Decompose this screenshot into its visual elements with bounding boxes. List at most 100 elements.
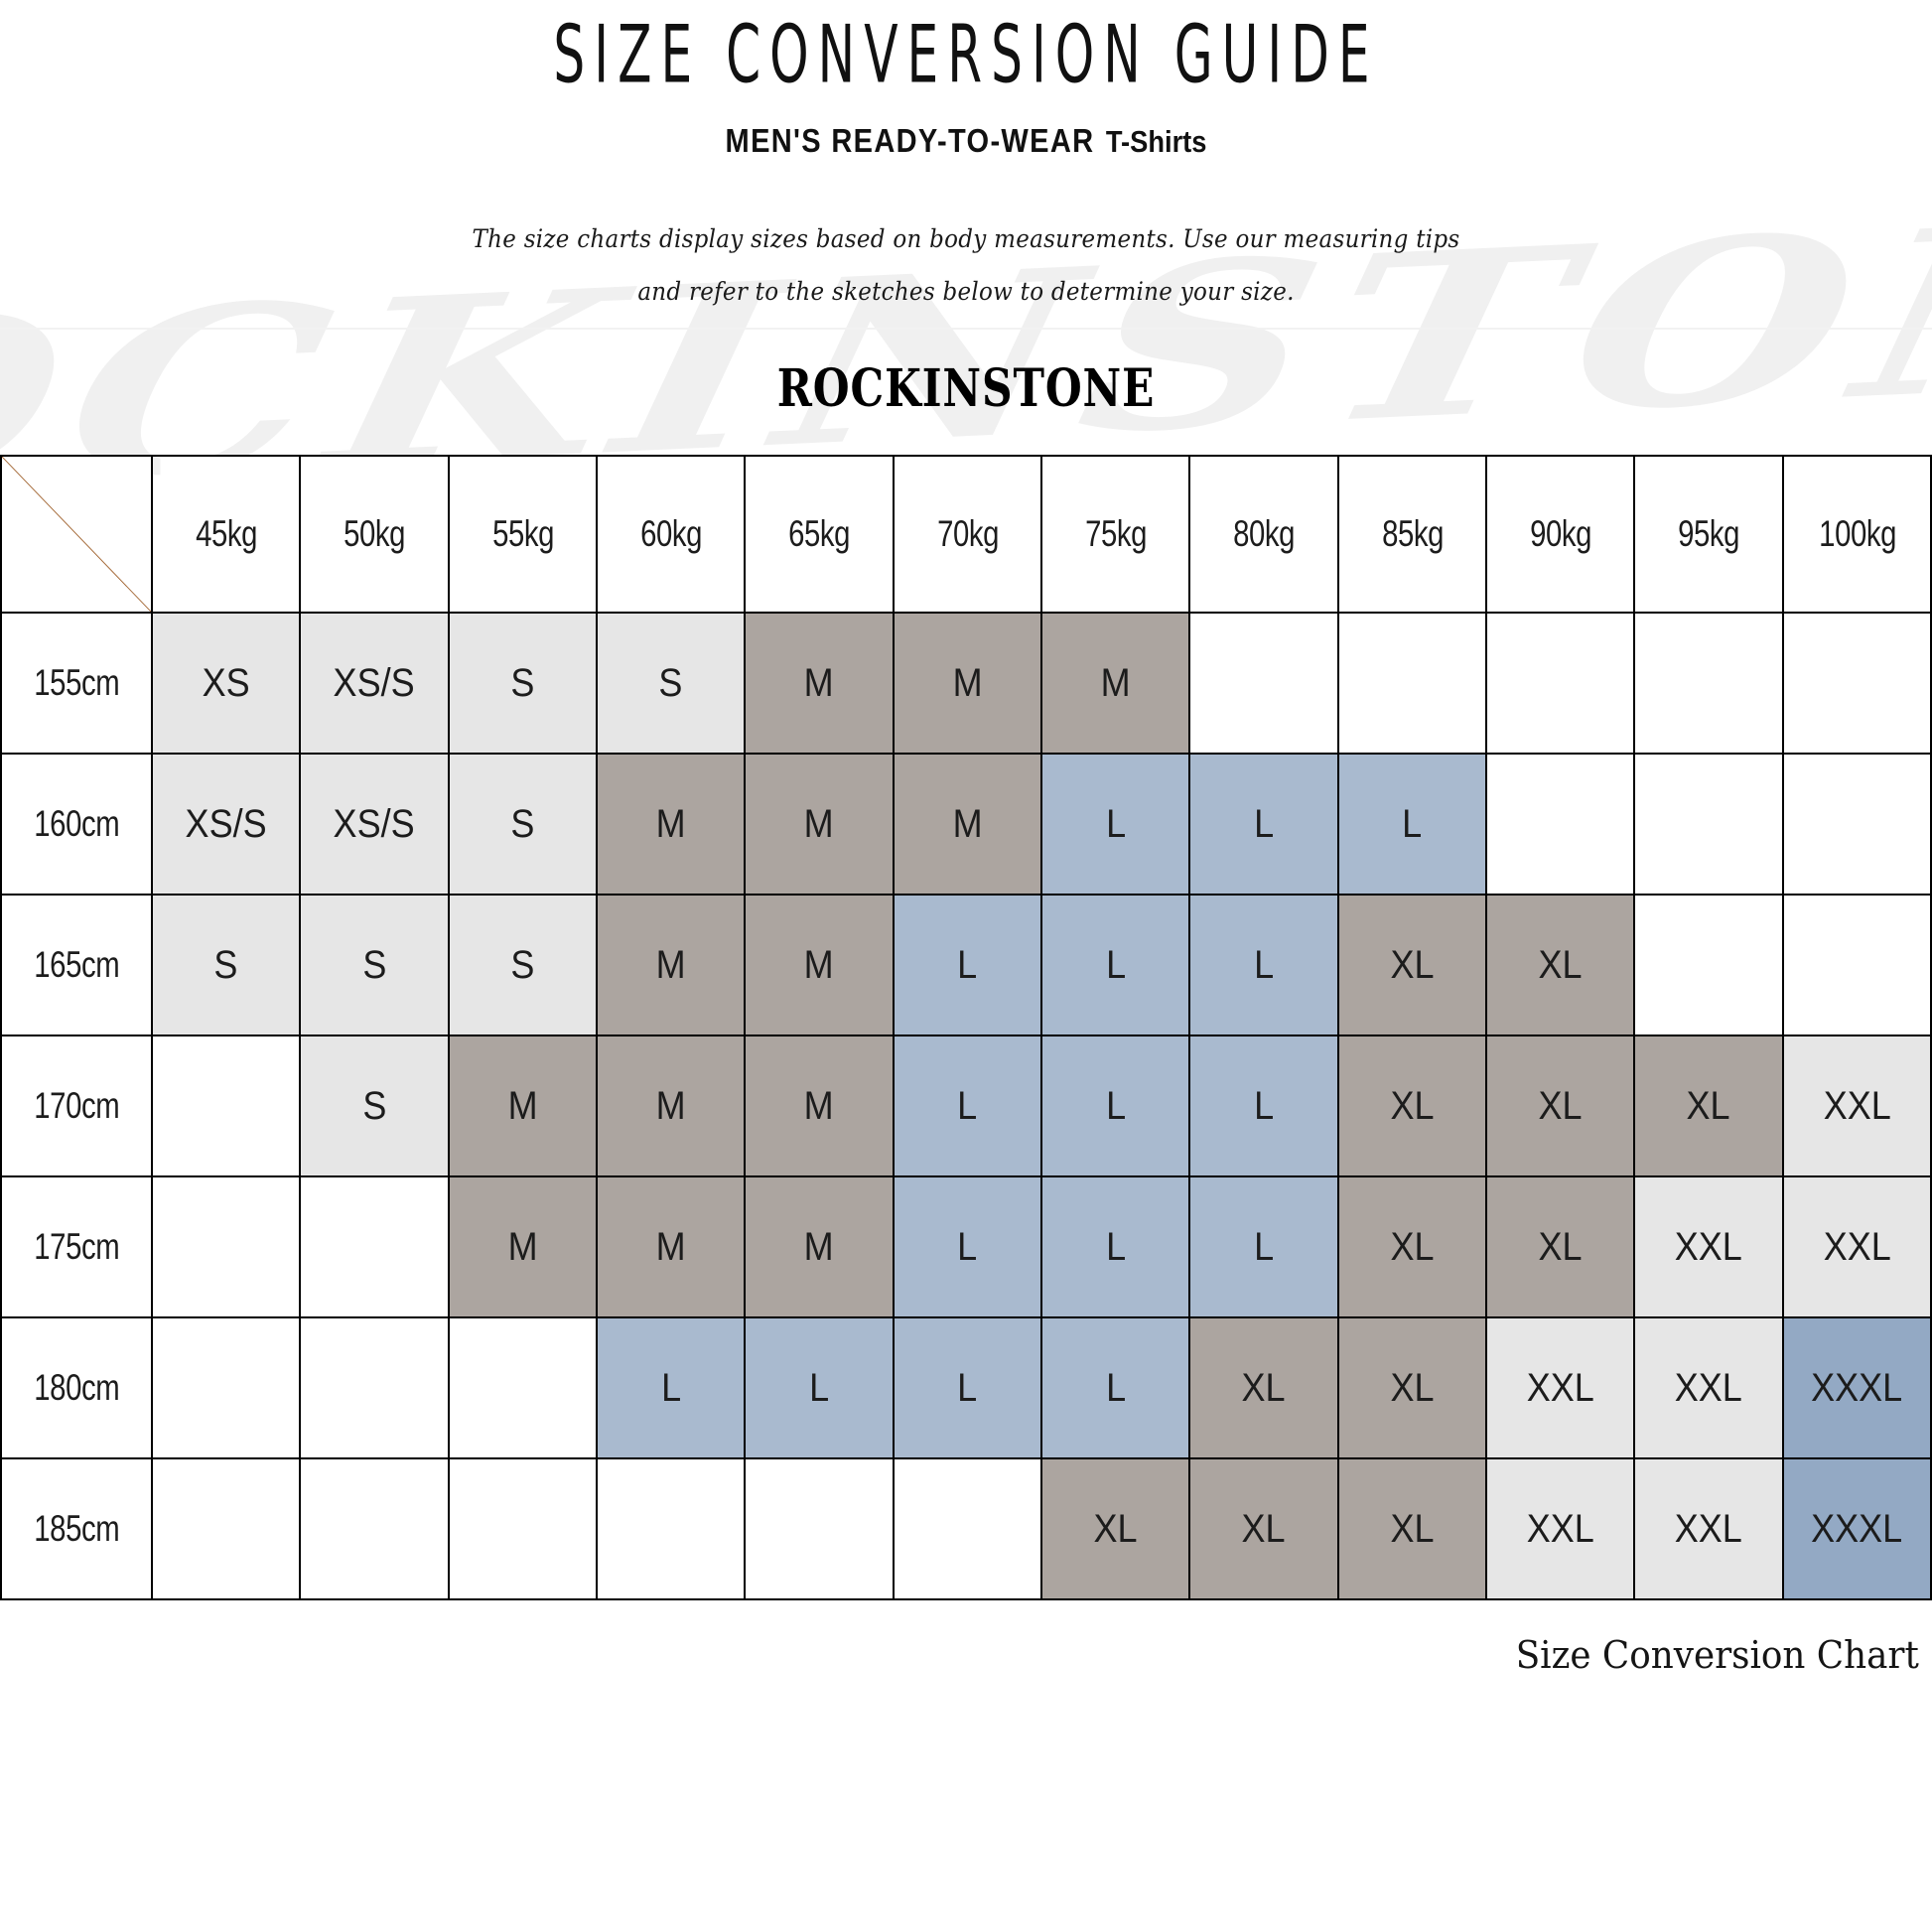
column-header-label: 100kg bbox=[1818, 513, 1896, 555]
size-label: XXL bbox=[1526, 1365, 1594, 1410]
size-label: XXL bbox=[1526, 1506, 1594, 1551]
column-header-weight: 75kg bbox=[1047, 455, 1183, 615]
table-row: 160cm XS/S XS/S S M M M L L L bbox=[1, 753, 1932, 897]
row-header-label: 160cm bbox=[34, 803, 119, 845]
size-cell: XS/S bbox=[299, 753, 450, 897]
row-header-label: 175cm bbox=[34, 1226, 119, 1268]
size-label: L bbox=[957, 1365, 978, 1410]
size-cell bbox=[150, 1457, 302, 1601]
size-label: L bbox=[957, 1224, 978, 1269]
row-header-height: 160cm bbox=[7, 753, 146, 897]
size-label: XL bbox=[1241, 1365, 1286, 1410]
size-label: XXXL bbox=[1811, 1365, 1903, 1410]
size-cell: XXL bbox=[1633, 1175, 1784, 1319]
size-table-container: 45kg 50kg 55kg 60kg 65kg 70kg 75kg 80kg 85kg 90kg… bbox=[0, 455, 1932, 1601]
size-cell: L bbox=[1188, 1035, 1339, 1178]
row-header-label: 165cm bbox=[34, 944, 119, 986]
size-label: XS bbox=[202, 660, 250, 705]
column-header-weight: 45kg bbox=[158, 455, 294, 615]
size-cell: S bbox=[447, 894, 598, 1037]
size-label: XXL bbox=[1674, 1365, 1742, 1410]
column-header-weight: 95kg bbox=[1640, 455, 1777, 615]
size-cell bbox=[447, 1316, 598, 1460]
size-cell: L bbox=[1336, 753, 1487, 897]
row-header-label: 170cm bbox=[34, 1085, 119, 1127]
size-cell: L bbox=[1188, 1175, 1339, 1319]
size-cell bbox=[150, 1175, 302, 1319]
size-cell: XXL bbox=[1633, 1316, 1784, 1460]
size-label: M bbox=[803, 801, 834, 846]
size-label: XL bbox=[1538, 1224, 1583, 1269]
size-cell: XL bbox=[1484, 894, 1636, 1037]
size-label: XL bbox=[1538, 942, 1583, 987]
size-label: L bbox=[1253, 1083, 1274, 1128]
size-label: L bbox=[1105, 1224, 1126, 1269]
size-label: XL bbox=[1241, 1506, 1286, 1551]
size-cell bbox=[1484, 612, 1636, 756]
size-label: XXL bbox=[1823, 1083, 1891, 1128]
size-cell: M bbox=[744, 1035, 895, 1178]
row-header-height: 165cm bbox=[7, 894, 146, 1037]
size-label: XXL bbox=[1674, 1224, 1742, 1269]
row-header-label: 155cm bbox=[34, 662, 119, 704]
size-cell bbox=[1781, 753, 1932, 897]
size-label: L bbox=[1105, 801, 1126, 846]
size-label: S bbox=[658, 660, 683, 705]
size-label: L bbox=[1253, 942, 1274, 987]
size-cell: XL bbox=[1188, 1316, 1339, 1460]
size-label: M bbox=[1100, 660, 1131, 705]
size-label: XS/S bbox=[185, 801, 267, 846]
size-label: L bbox=[1105, 1083, 1126, 1128]
row-header-height: 170cm bbox=[7, 1035, 146, 1178]
size-label: XL bbox=[1390, 1506, 1435, 1551]
description-text: The size charts display sizes based on b… bbox=[472, 224, 1460, 306]
column-header-weight: 100kg bbox=[1789, 455, 1925, 615]
size-label: M bbox=[803, 1224, 834, 1269]
column-header-label: 80kg bbox=[1232, 513, 1295, 555]
size-cell: XL bbox=[1633, 1035, 1784, 1178]
size-label: M bbox=[952, 660, 983, 705]
size-cell: XL bbox=[1484, 1035, 1636, 1178]
column-header-weight: 55kg bbox=[455, 455, 591, 615]
size-cell bbox=[150, 1316, 302, 1460]
size-cell: XXXL bbox=[1781, 1457, 1932, 1601]
size-cell: L bbox=[1039, 1316, 1191, 1460]
size-label: M bbox=[803, 660, 834, 705]
size-cell: XXL bbox=[1484, 1316, 1636, 1460]
size-cell: XL bbox=[1039, 1457, 1191, 1601]
size-cell bbox=[299, 1175, 450, 1319]
column-header-label: 70kg bbox=[936, 513, 999, 555]
column-header-weight: 65kg bbox=[751, 455, 888, 615]
size-cell: M bbox=[744, 1175, 895, 1319]
table-header-row: 45kg 50kg 55kg 60kg 65kg 70kg 75kg 80kg 85kg 90kg… bbox=[0, 455, 1931, 615]
size-label: XXL bbox=[1823, 1224, 1891, 1269]
footer-caption: Size Conversion Chart bbox=[1515, 1633, 1919, 1678]
size-cell: XS/S bbox=[299, 612, 450, 756]
size-label: XXL bbox=[1674, 1506, 1742, 1551]
table-row: 180cm L L L L XL XL XXL XXL XXXL bbox=[1, 1316, 1932, 1460]
subtitle-category: MEN'S READY-TO-WEAR bbox=[725, 122, 1095, 160]
page-title: SIZE CONVERSION GUIDE bbox=[553, 9, 1379, 102]
size-label: XL bbox=[1390, 942, 1435, 987]
size-label: S bbox=[510, 942, 535, 987]
size-label: XL bbox=[1390, 1365, 1435, 1410]
size-label: XL bbox=[1686, 1083, 1730, 1128]
size-label: L bbox=[1105, 1365, 1126, 1410]
size-cell bbox=[299, 1316, 450, 1460]
size-cell: L bbox=[1188, 894, 1339, 1037]
size-label: M bbox=[952, 801, 983, 846]
column-header-weight: 50kg bbox=[306, 455, 443, 615]
size-cell bbox=[150, 1035, 302, 1178]
size-cell: M bbox=[595, 1175, 747, 1319]
row-header-height: 175cm bbox=[7, 1175, 146, 1319]
size-cell: L bbox=[1188, 753, 1339, 897]
size-label: M bbox=[655, 1083, 686, 1128]
size-cell: L bbox=[892, 1035, 1042, 1178]
size-cell: M bbox=[595, 894, 747, 1037]
column-header-weight: 70kg bbox=[899, 455, 1035, 615]
size-label: M bbox=[507, 1083, 538, 1128]
size-label: XL bbox=[1093, 1506, 1138, 1551]
size-label: M bbox=[655, 801, 686, 846]
size-label: L bbox=[957, 1083, 978, 1128]
